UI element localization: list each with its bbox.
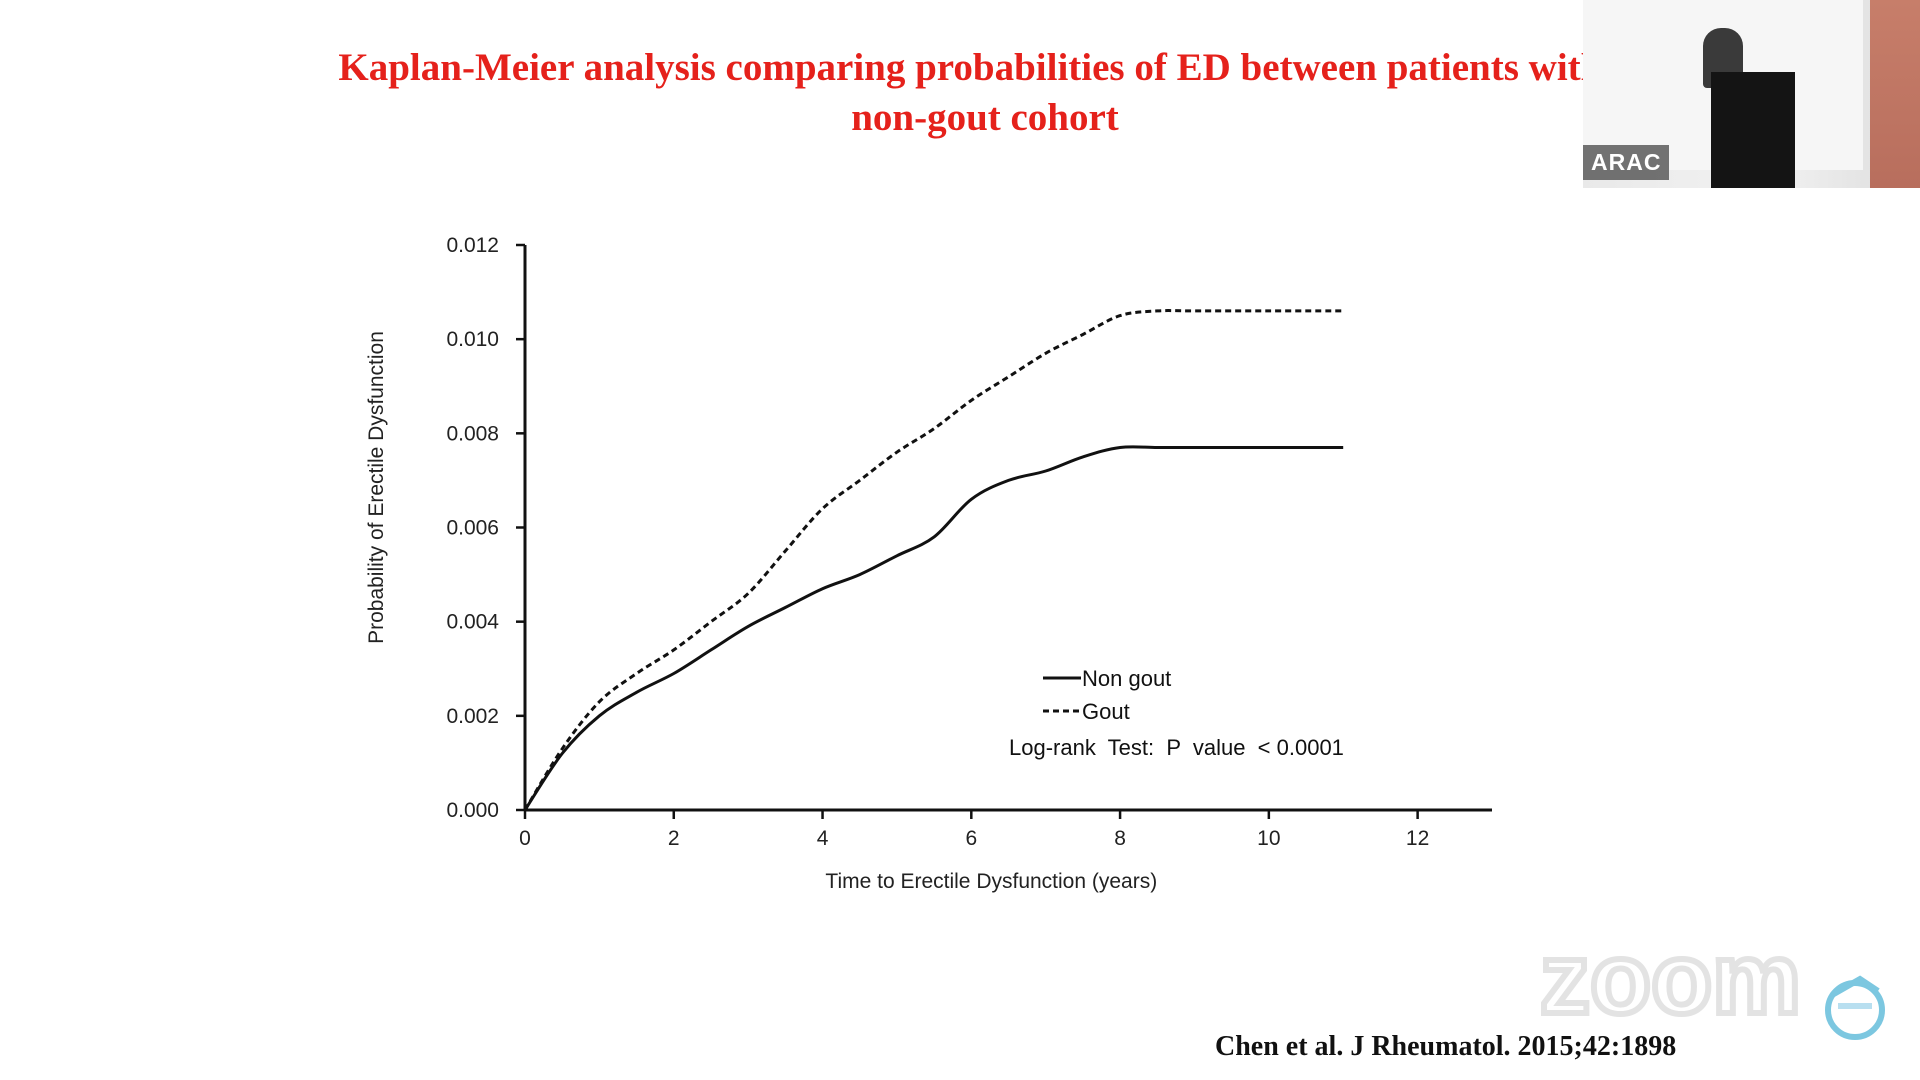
chart-legend: Non gout Gout Log-rank Test: P value < 0… — [1009, 666, 1344, 760]
slide-title-line-1: Kaplan-Meier analysis comparing probabil… — [338, 46, 1632, 89]
y-tick-label: 0.010 — [446, 328, 499, 351]
zoom-watermark-logo: zoom — [1540, 935, 1804, 1025]
y-tick-label: 0.006 — [446, 517, 499, 540]
webcam-wall — [1870, 0, 1920, 188]
x-tick-label: 8 — [1114, 827, 1126, 850]
y-axis-title: Probability of Erectile Dysfunction — [365, 331, 388, 644]
x-tick-label: 10 — [1257, 827, 1280, 850]
x-tick-label: 4 — [817, 827, 829, 850]
series-line-gout — [523, 309, 1344, 811]
legend-label-gout: Gout — [1082, 699, 1130, 724]
chart-axes — [523, 245, 1492, 812]
society-logo-icon — [1825, 975, 1885, 1040]
slide-title-line-2: non-gout cohort — [851, 96, 1119, 139]
x-tick-label: 6 — [965, 827, 977, 850]
legend-label-non-gout: Non gout — [1082, 666, 1171, 691]
x-tick-label: 0 — [519, 827, 531, 850]
y-ticks: 0.000 0.002 0.004 0.006 0.008 0.010 0.012 — [446, 234, 525, 822]
zoom-watermark-text: zoom — [1540, 935, 1801, 1025]
series-line-non-gout — [523, 445, 1344, 811]
log-rank-annotation: Log-rank Test: P value < 0.0001 — [1009, 735, 1344, 760]
x-tick-label: 12 — [1406, 827, 1429, 850]
y-tick-label: 0.004 — [446, 611, 499, 634]
series-layer — [523, 309, 1344, 811]
y-tick-label: 0.008 — [446, 422, 499, 445]
y-tick-label: 0.002 — [446, 705, 499, 728]
x-tick-label: 2 — [668, 827, 680, 850]
y-tick-label: 0.012 — [446, 234, 499, 257]
x-axis-title: Time to Erectile Dysfunction (years) — [825, 870, 1157, 893]
webcam-thumbnail: ARAC — [1583, 0, 1920, 188]
x-ticks: 0 2 4 6 8 10 12 — [519, 810, 1429, 850]
y-tick-label: 0.000 — [446, 799, 499, 822]
webcam-participant-label: ARAC — [1583, 145, 1670, 180]
citation: Chen et al. J Rheumatol. 2015;42:1898 — [1215, 1031, 1677, 1062]
podium — [1711, 72, 1795, 188]
